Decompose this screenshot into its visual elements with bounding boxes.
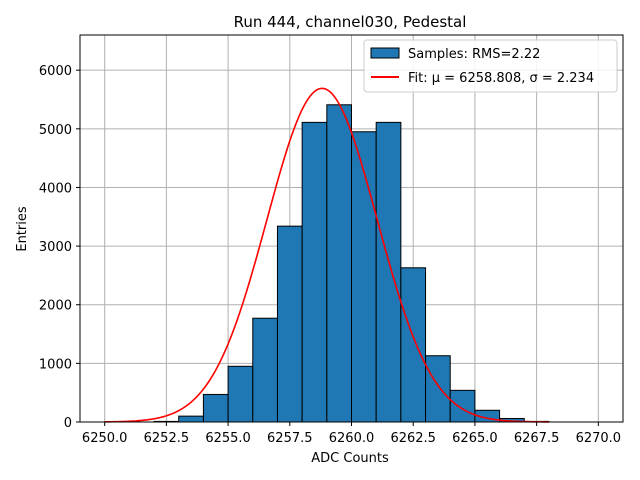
y-tick-label: 3000 <box>39 240 72 255</box>
histogram-bar <box>276 225 303 423</box>
y-tick-label: 5000 <box>39 123 72 138</box>
histogram-bar <box>252 317 278 423</box>
x-tick-label: 6267.5 <box>514 431 560 446</box>
histogram-bar <box>425 355 451 423</box>
histogram-bar <box>449 389 476 423</box>
legend-samples-label: Samples: RMS=2.22 <box>408 47 540 62</box>
histogram-bars <box>153 104 550 423</box>
chart-title: Run 444, channel030, Pedestal <box>234 13 467 31</box>
y-tick-label: 4000 <box>39 181 72 196</box>
x-tick-label: 6250.0 <box>82 431 128 446</box>
y-tick-label: 1000 <box>39 357 72 372</box>
histogram-bar <box>375 121 402 423</box>
histogram-bar <box>227 365 254 423</box>
x-tick-label: 6255.0 <box>205 431 251 446</box>
histogram-bar <box>326 104 352 423</box>
x-tick-label: 6262.5 <box>390 431 436 446</box>
y-tick-label: 6000 <box>39 64 72 79</box>
legend-fit-label: Fit: μ = 6258.808, σ = 2.234 <box>408 71 594 86</box>
legend-box <box>363 39 618 93</box>
x-axis-ticks: 6250.0 6252.5 6255.0 6257.5 6260.0 6262.5 6265… <box>82 422 621 446</box>
histogram-bar <box>400 267 427 423</box>
y-axis-ticks: 0 1000 2000 3000 4000 5000 6000 <box>39 64 80 431</box>
y-axis-label: Entries <box>15 206 30 252</box>
x-tick-label: 6270.0 <box>576 431 622 446</box>
x-tick-label: 6257.5 <box>267 431 313 446</box>
histogram-bar <box>301 121 328 423</box>
histogram-bar <box>178 415 204 423</box>
histogram-bar <box>202 393 229 423</box>
histogram-bar <box>351 131 377 423</box>
y-tick-label: 0 <box>64 416 72 431</box>
fit-curve <box>104 87 549 423</box>
x-tick-label: 6252.5 <box>144 431 190 446</box>
y-tick-label: 2000 <box>39 299 72 314</box>
x-axis-label: ADC Counts <box>311 451 389 466</box>
x-tick-label: 6265.0 <box>452 431 498 446</box>
x-tick-label: 6260.0 <box>329 431 375 446</box>
legend: Samples: RMS=2.22 Fit: μ = 6258.808, σ =… <box>363 39 618 93</box>
legend-samples-swatch <box>370 47 400 59</box>
